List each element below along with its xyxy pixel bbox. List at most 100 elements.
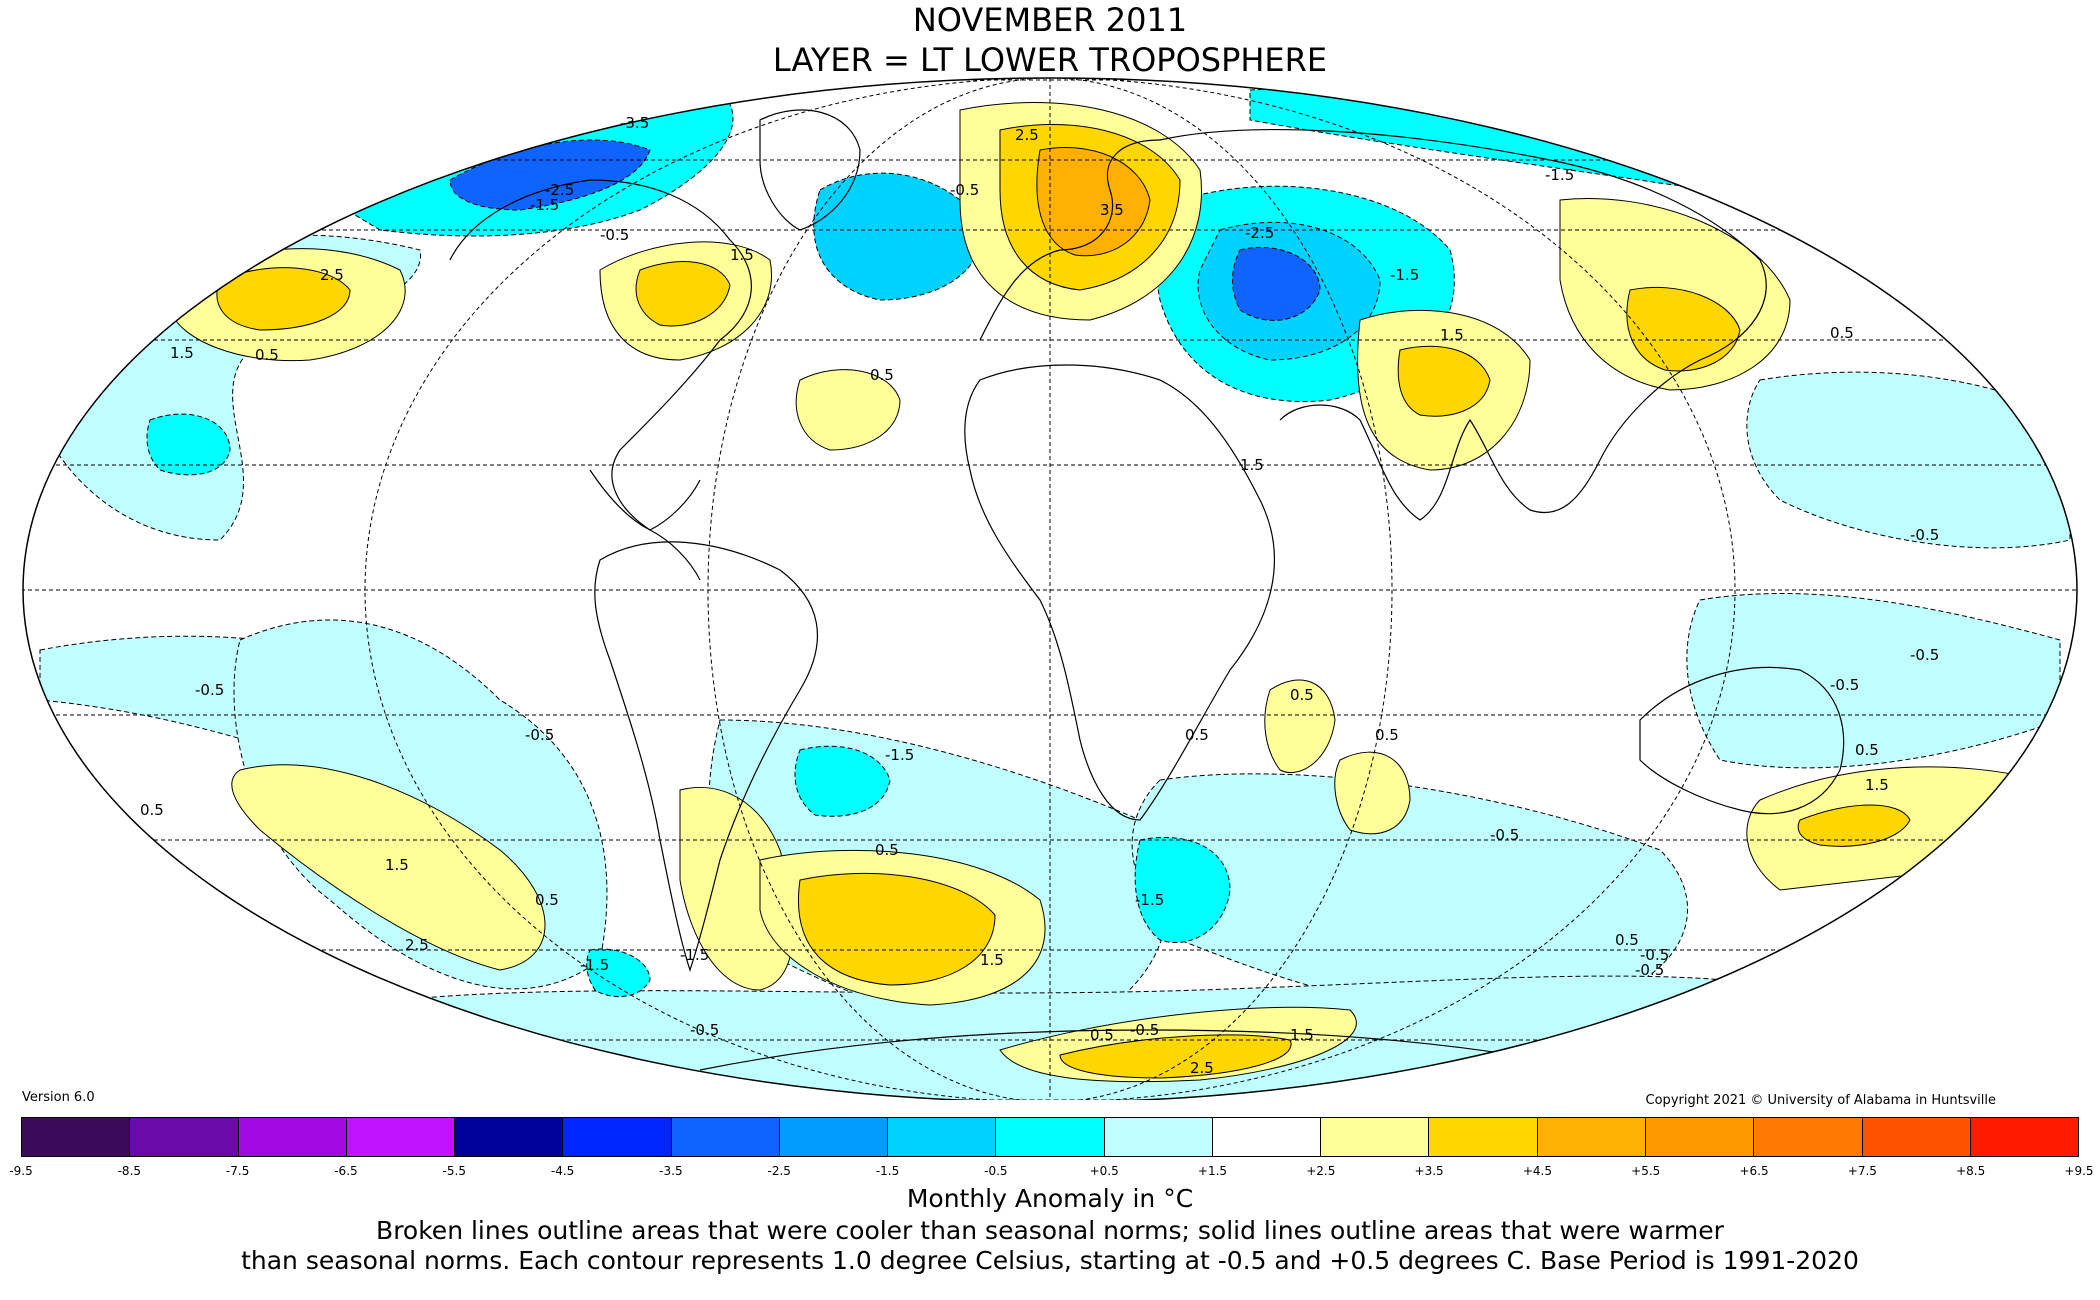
- contour-label: 1.5: [170, 344, 194, 362]
- colorbar-cell: [1429, 1118, 1538, 1156]
- warm-core-new-zealand: [1797, 804, 1911, 847]
- contour-label: 0.5: [1855, 741, 1879, 759]
- outline-south-america: [594, 541, 819, 972]
- contour-label: 0.5: [1375, 726, 1399, 744]
- contour-label: -2.5: [545, 181, 574, 199]
- contour-labels: -3.5 -2.5 -1.5 -0.5 0.5 1.5 2.5 3.5 -2.5…: [140, 114, 1939, 1077]
- warm-core-antarctica: [1059, 1034, 1292, 1079]
- anomaly-map: -3.5 -2.5 -1.5 -0.5 0.5 1.5 2.5 3.5 -2.5…: [22, 77, 2078, 1100]
- version-label: Version 6.0: [22, 1090, 95, 1105]
- colorbar-tick-label: +1.5: [1197, 1164, 1228, 1178]
- contour-label: -0.5: [1910, 526, 1939, 544]
- colorbar-tick-label: +3.5: [1414, 1164, 1444, 1178]
- contour-label: 0.5: [255, 346, 279, 364]
- colorbar-tick-label: -5.5: [442, 1164, 466, 1178]
- colorbar-cell: [130, 1118, 239, 1156]
- colorbar-cell: [238, 1118, 347, 1156]
- warm-region-madagascar: [1264, 679, 1336, 773]
- contour-label: -2.5: [1245, 224, 1274, 242]
- colorbar-tick-label: +6.5: [1739, 1164, 1769, 1178]
- warm-core-eastern-north-america: [635, 261, 731, 327]
- warm-peak-scandinavia: [1036, 146, 1151, 257]
- cool-core-east-pacific-islands: [146, 413, 231, 476]
- map-title: NOVEMBER 2011: [912, 1, 1188, 39]
- warm-region-south-pacific-band: [231, 764, 546, 971]
- cool-region-west-pacific: [1686, 593, 2061, 769]
- colorbar-tick-label: -9.5: [9, 1164, 33, 1178]
- globe-outline: [22, 77, 2078, 1100]
- contour-label: -0.5: [1490, 826, 1519, 844]
- colorbar-cell: [346, 1118, 456, 1156]
- contour-label: 0.5: [535, 891, 559, 909]
- contour-label: 0.5: [1830, 324, 1854, 342]
- colorbar-tick-label: -7.5: [225, 1164, 250, 1178]
- colorbar-cell: [1537, 1118, 1646, 1156]
- outline-australia: [1639, 666, 1845, 815]
- contour-label: 2.5: [1015, 126, 1039, 144]
- contour-label: -0.5: [600, 226, 629, 244]
- colorbar-cell: [779, 1118, 889, 1156]
- contour-label: -0.5: [525, 726, 554, 744]
- colorbar-tick-label: -4.5: [550, 1164, 575, 1178]
- colorbar-cell: [671, 1118, 780, 1156]
- contour-label: 0.5: [1185, 726, 1209, 744]
- colorbar-cell: [1104, 1118, 1213, 1156]
- colorbar-tick-label: -8.5: [117, 1164, 142, 1178]
- contour-label: 0.5: [140, 801, 164, 819]
- colorbar-tick-label: +7.5: [1847, 1164, 1877, 1178]
- warm-core-south-asia: [1397, 345, 1491, 417]
- colorbar-cell: [1212, 1118, 1322, 1156]
- contour-label: -0.5: [690, 1021, 719, 1039]
- contour-label: -0.5: [1830, 676, 1859, 694]
- map-subtitle-layer: LAYER = LT LOWER TROPOSPHERE: [772, 41, 1328, 79]
- contour-label: 1.5: [1865, 776, 1889, 794]
- cool-region-east-pacific-tropics: [1746, 371, 2071, 549]
- contour-label: -0.5: [1640, 946, 1669, 964]
- colorbar-cell: [1970, 1118, 2079, 1156]
- colorbar-tick-label: -2.5: [767, 1164, 791, 1178]
- colorbar-tick-label: +0.5: [1089, 1164, 1119, 1178]
- contour-label: 1.5: [980, 951, 1004, 969]
- contour-label: -1.5: [1135, 891, 1164, 909]
- contour-label: 3.5: [1100, 201, 1124, 219]
- contour-label: 0.5: [1615, 931, 1639, 949]
- colorbar-cell: [888, 1118, 997, 1156]
- warm-core-south-atlantic: [798, 872, 996, 986]
- colorbar-cell: [455, 1118, 564, 1156]
- colorbar-tick-label: -1.5: [875, 1164, 900, 1178]
- colorbar-ticks: -9.5 -8.5 -7.5 -6.5 -5.5 -4.5 -3.5 -2.5 -1.5 -0.5…: [9, 1164, 2093, 1182]
- contour-label: -1.5: [680, 946, 709, 964]
- contour-label: 2.5: [405, 936, 429, 954]
- colorbar: [21, 1117, 2079, 1157]
- meridian: [707, 78, 1393, 1100]
- contour-label: 1.5: [385, 856, 409, 874]
- colorbar-tick-label: +5.5: [1631, 1164, 1661, 1178]
- colorbar-cell: [1862, 1118, 1971, 1156]
- warm-region-mid-atlantic: [795, 369, 901, 451]
- colorbar-tick-label: -3.5: [659, 1164, 683, 1178]
- colorbar-tick-label: +9.5: [2064, 1164, 2094, 1178]
- contour-label: 0.5: [1290, 686, 1314, 704]
- contour-label: -0.5: [1910, 646, 1939, 664]
- contour-label: 0.5: [1090, 1026, 1114, 1044]
- colorbar-tick-label: -6.5: [334, 1164, 358, 1178]
- contour-label: 1.5: [1290, 1026, 1314, 1044]
- footnote-line-1: Broken lines outline areas that were coo…: [376, 1216, 1724, 1245]
- colorbar-cell: [22, 1118, 131, 1156]
- contour-label: -1.5: [580, 956, 609, 974]
- contour-label: 0.5: [870, 366, 894, 384]
- warm-core-north-pacific: [216, 267, 351, 331]
- contour-label: 2.5: [320, 266, 344, 284]
- contour-label: -1.5: [530, 196, 559, 214]
- contour-label: 2.5: [1190, 1059, 1214, 1077]
- cold-core-central-asia: [1232, 246, 1321, 321]
- outline-greenland: [759, 109, 861, 231]
- outline-north-america: [449, 179, 752, 531]
- warm-region-southern-indian: [1334, 751, 1411, 835]
- colorbar-tick-label: -0.5: [984, 1164, 1008, 1178]
- colorbar-cell: [1645, 1118, 1755, 1156]
- outline-africa: [964, 364, 1275, 821]
- contour-label: -1.5: [1390, 266, 1419, 284]
- colorbar-cell: [563, 1118, 672, 1156]
- colorbar-cell: [1754, 1118, 1863, 1156]
